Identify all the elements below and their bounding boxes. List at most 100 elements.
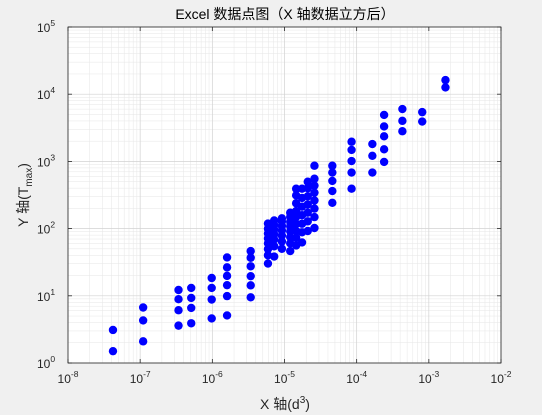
- data-point: [138, 316, 148, 325]
- data-point: [187, 293, 196, 303]
- data-point: [207, 273, 216, 283]
- data-point: [291, 206, 301, 216]
- data-point: [418, 107, 427, 117]
- data-point: [398, 104, 407, 114]
- x-tick-label-exp: -5: [287, 369, 295, 379]
- y-tick-label: 101: [37, 287, 55, 304]
- data-point: [328, 168, 337, 177]
- data-point: [418, 117, 427, 126]
- data-point: [347, 145, 356, 155]
- data-point: [303, 184, 312, 193]
- data-point: [270, 216, 279, 225]
- x-tick-label-exp: -3: [432, 369, 440, 379]
- x-tick-label: 10-5: [274, 369, 295, 386]
- data-point: [222, 311, 232, 320]
- data-point: [310, 196, 319, 205]
- x-tick-label-base: 10: [58, 372, 72, 386]
- data-point: [328, 176, 337, 186]
- x-tick-label-base: 10: [418, 372, 432, 386]
- data-point: [207, 295, 216, 304]
- data-point: [246, 262, 255, 271]
- data-point: [291, 219, 301, 228]
- y-axis-label-main: Y 轴(T: [15, 186, 31, 227]
- y-tick-label-exp: 5: [50, 18, 55, 28]
- data-point: [174, 306, 183, 315]
- data-point: [263, 244, 273, 254]
- data-point: [270, 252, 279, 261]
- data-point: [207, 283, 216, 293]
- data-point: [286, 246, 295, 256]
- data-points: [108, 75, 450, 356]
- x-tick-label: 10-2: [491, 369, 512, 386]
- data-point: [398, 127, 407, 136]
- y-tick-label-exp: 0: [50, 354, 55, 364]
- y-tick-label: 100: [37, 354, 55, 371]
- data-point: [270, 242, 279, 251]
- y-tick-label: 103: [37, 152, 55, 169]
- y-axis-label: Y 轴(Tmax): [15, 163, 35, 227]
- x-tick-label: 10-8: [58, 369, 79, 386]
- data-point: [347, 168, 356, 177]
- y-tick-label-base: 10: [37, 357, 51, 371]
- y-axis-label-close: ): [15, 163, 31, 168]
- data-point: [108, 346, 118, 356]
- data-point: [310, 161, 319, 170]
- y-tick-label-exp: 3: [50, 152, 55, 162]
- y-tick-label: 105: [37, 18, 55, 35]
- x-tick-label: 10-3: [418, 369, 439, 386]
- y-tick-label-base: 10: [37, 21, 51, 35]
- data-point: [328, 198, 337, 207]
- data-point: [222, 253, 232, 262]
- data-point: [174, 295, 183, 304]
- data-point: [291, 184, 301, 193]
- data-point: [368, 139, 377, 149]
- x-tick-label-exp: -4: [360, 369, 368, 379]
- x-axis-label-sup: 3: [300, 395, 306, 406]
- data-point: [379, 110, 389, 120]
- x-axis-label-main: X 轴(d: [260, 396, 300, 412]
- x-tick-label: 10-6: [202, 369, 223, 386]
- data-point: [328, 186, 337, 196]
- y-tick-label: 102: [37, 220, 55, 237]
- data-point: [310, 181, 319, 190]
- x-tick-label-exp: -2: [504, 369, 512, 379]
- data-point: [246, 253, 255, 262]
- data-point: [222, 271, 232, 281]
- data-point: [174, 321, 183, 330]
- y-tick-label-exp: 4: [50, 85, 55, 95]
- y-axis-label-sub: max: [24, 168, 35, 187]
- y-tick-label-exp: 1: [50, 287, 55, 297]
- data-point: [297, 238, 307, 247]
- data-point: [379, 145, 389, 154]
- data-point: [174, 285, 183, 295]
- data-point: [379, 122, 389, 131]
- data-point: [347, 156, 356, 166]
- x-tick-label-exp: -7: [143, 369, 151, 379]
- data-point: [328, 161, 337, 170]
- data-point: [379, 157, 389, 167]
- x-tick-label: 10-4: [346, 369, 367, 386]
- data-point: [368, 151, 377, 160]
- data-point: [246, 271, 255, 281]
- data-point: [277, 214, 287, 223]
- data-point: [277, 237, 287, 246]
- data-point: [246, 281, 255, 290]
- x-tick-label-exp: -8: [71, 369, 79, 379]
- x-axis-ticks: 10-8 10-7 10-6 10-5 10-4 10-3 10-2: [58, 27, 512, 386]
- x-tick-label-base: 10: [130, 372, 144, 386]
- data-point: [310, 212, 319, 222]
- x-tick-label-base: 10: [491, 372, 505, 386]
- data-point: [303, 200, 312, 209]
- data-point: [303, 177, 312, 186]
- data-point: [222, 263, 232, 272]
- data-point: [310, 174, 319, 183]
- data-point: [303, 226, 312, 236]
- data-point: [187, 303, 196, 313]
- data-point: [291, 233, 301, 242]
- x-tick-label-base: 10: [346, 372, 360, 386]
- data-point: [246, 293, 255, 302]
- data-point: [187, 283, 196, 293]
- data-point: [368, 168, 377, 177]
- data-point: [310, 223, 319, 233]
